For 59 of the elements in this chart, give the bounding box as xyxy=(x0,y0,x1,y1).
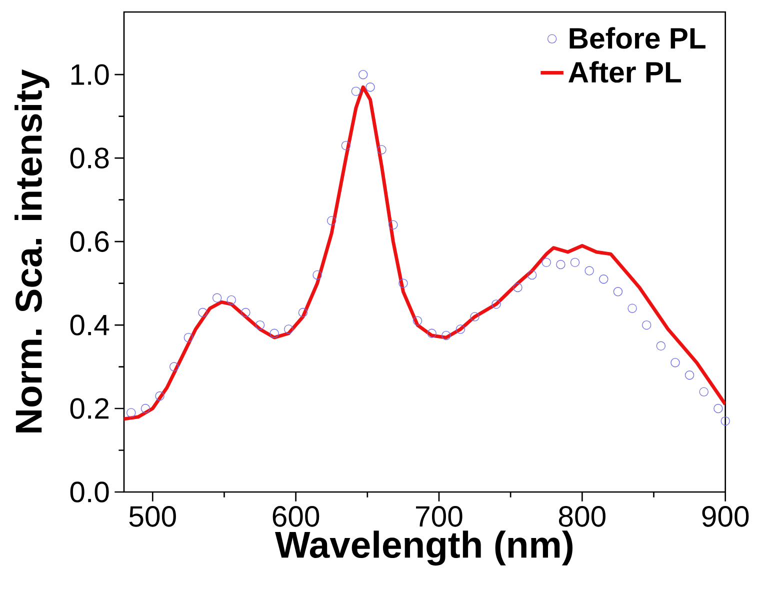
point xyxy=(351,86,361,96)
point xyxy=(699,387,708,396)
point xyxy=(170,362,179,372)
x-tick-label: 600 xyxy=(272,506,320,527)
point xyxy=(412,316,422,326)
x-tick-label: 700 xyxy=(416,506,462,527)
legend-label: After PL xyxy=(568,61,681,83)
point xyxy=(599,274,608,284)
point xyxy=(556,260,566,270)
point xyxy=(298,308,308,318)
point xyxy=(198,308,208,318)
point xyxy=(613,287,623,296)
point xyxy=(126,408,136,418)
point xyxy=(570,258,580,268)
point xyxy=(284,324,294,334)
y-tick-label: 0.0 xyxy=(70,482,109,502)
point xyxy=(212,293,222,303)
point xyxy=(312,270,322,280)
y-axis-title: Norm. Sca. intensity xyxy=(14,69,50,432)
point xyxy=(366,82,375,92)
point xyxy=(642,320,652,330)
x-tick-label: 900 xyxy=(702,506,749,527)
point xyxy=(714,404,723,414)
point xyxy=(720,416,730,426)
point xyxy=(527,270,537,280)
legend-label: Before PL xyxy=(570,27,706,49)
y-tick-label: 0.4 xyxy=(70,314,110,336)
point xyxy=(255,320,265,330)
point xyxy=(388,220,398,230)
point xyxy=(155,391,164,401)
x-tick-label: 800 xyxy=(558,506,606,527)
point xyxy=(456,324,466,334)
y-tick-label: 0.8 xyxy=(70,148,109,168)
point xyxy=(341,140,351,150)
point xyxy=(270,328,279,338)
x-axis-title: Wavelength (nm) xyxy=(275,530,572,566)
point xyxy=(492,300,501,309)
point xyxy=(226,295,236,305)
point xyxy=(327,216,336,226)
point xyxy=(358,70,368,80)
point xyxy=(140,404,150,414)
point xyxy=(377,145,386,154)
point xyxy=(442,330,451,340)
y-tick-label: 1.0 xyxy=(71,64,109,85)
point xyxy=(584,266,594,276)
point xyxy=(427,328,436,338)
y-tick-label: 0.2 xyxy=(70,398,108,419)
point xyxy=(184,332,194,342)
point xyxy=(684,370,694,380)
point xyxy=(670,358,680,368)
y-tick-label: 0.6 xyxy=(70,231,109,252)
x-tick-label: 500 xyxy=(129,506,176,527)
point xyxy=(628,304,637,313)
point xyxy=(398,278,408,288)
point xyxy=(513,282,522,292)
point xyxy=(241,308,250,318)
point xyxy=(542,258,551,268)
point xyxy=(470,312,480,322)
point xyxy=(656,341,666,351)
